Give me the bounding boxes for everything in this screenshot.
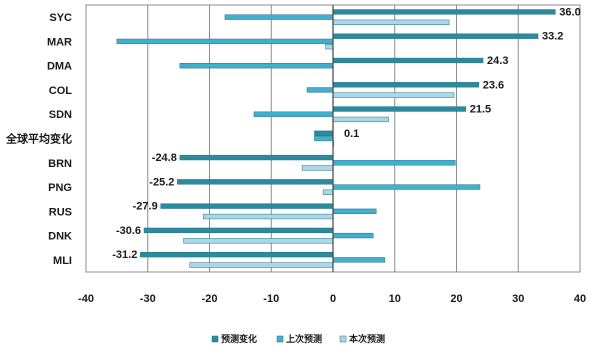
data-labels: 36.0 33.2 24.3 23.6 21.5 0.1 -24.8 -25.2 -27.9 -3… — [112, 6, 580, 261]
bar — [333, 93, 454, 98]
x-axis-ticks: -40 -30 -20 -10 0 10 20 30 40 — [78, 293, 586, 305]
x-tick-label: -40 — [78, 293, 94, 305]
x-tick-label: -20 — [202, 293, 218, 305]
category-label: RUS — [49, 206, 72, 218]
bars — [117, 10, 555, 268]
bar — [333, 233, 373, 238]
legend-label: 预测变化 — [221, 333, 257, 344]
bar — [333, 160, 455, 165]
bar — [333, 257, 385, 262]
bar — [144, 228, 333, 233]
x-tick-label: 20 — [450, 293, 462, 305]
x-tick-label: 30 — [512, 293, 524, 305]
legend-swatch — [340, 336, 346, 342]
bar — [177, 179, 333, 184]
data-label: 24.3 — [487, 55, 508, 67]
category-label: MAR — [47, 36, 72, 48]
bar — [302, 166, 333, 171]
category-label: DMA — [47, 61, 72, 73]
category-label: 全球平均变化 — [5, 132, 72, 146]
bar — [333, 10, 555, 15]
bar — [326, 44, 333, 49]
bar — [333, 107, 466, 112]
data-label: 23.6 — [483, 79, 504, 91]
category-label: SYC — [49, 12, 72, 24]
bar — [184, 238, 333, 243]
bar — [140, 252, 333, 257]
x-tick-label: 10 — [389, 293, 401, 305]
category-label: DNK — [48, 231, 72, 243]
bar — [323, 190, 333, 195]
bar — [225, 15, 333, 20]
bar — [180, 63, 333, 68]
legend-label: 上次预测 — [286, 333, 322, 344]
x-tick-label: 40 — [574, 293, 586, 305]
bar — [254, 112, 333, 117]
bar — [333, 34, 538, 39]
bar — [333, 209, 376, 214]
x-tick-label: -10 — [263, 293, 279, 305]
x-tick-label: -30 — [140, 293, 156, 305]
category-label: SDN — [49, 109, 72, 121]
data-label: -30.6 — [116, 225, 141, 237]
bar — [180, 155, 333, 160]
category-label: COL — [49, 85, 73, 97]
legend-label: 本次预测 — [349, 333, 385, 344]
category-label: BRN — [48, 158, 72, 170]
bar — [117, 39, 333, 44]
data-label: -27.9 — [133, 201, 158, 213]
legend-swatch — [212, 336, 218, 342]
bar — [190, 263, 333, 268]
bar — [161, 204, 333, 209]
bar — [333, 58, 483, 63]
category-label: PNG — [48, 182, 72, 194]
legend-swatch — [277, 336, 283, 342]
bar — [333, 117, 389, 122]
bar — [333, 185, 480, 190]
bar — [333, 82, 479, 87]
x-tick-label: 0 — [330, 293, 336, 305]
bar — [307, 88, 333, 93]
category-label: MLI — [53, 255, 72, 267]
data-label: 36.0 — [559, 6, 580, 18]
data-label: -24.8 — [152, 152, 177, 164]
data-label: 33.2 — [542, 31, 563, 43]
bar — [314, 131, 333, 136]
data-label: 0.1 — [344, 128, 359, 140]
data-label: 21.5 — [470, 104, 491, 116]
bar — [333, 20, 449, 25]
bar — [314, 136, 333, 141]
legend: 预测变化 上次预测 本次预测 — [212, 333, 385, 344]
bar — [203, 214, 333, 219]
data-label: -31.2 — [112, 249, 137, 261]
data-label: -25.2 — [149, 176, 174, 188]
category-labels: SYC MAR DMA COL SDN 全球平均变化 BRN PNG RUS DNK MLI — [5, 12, 72, 267]
